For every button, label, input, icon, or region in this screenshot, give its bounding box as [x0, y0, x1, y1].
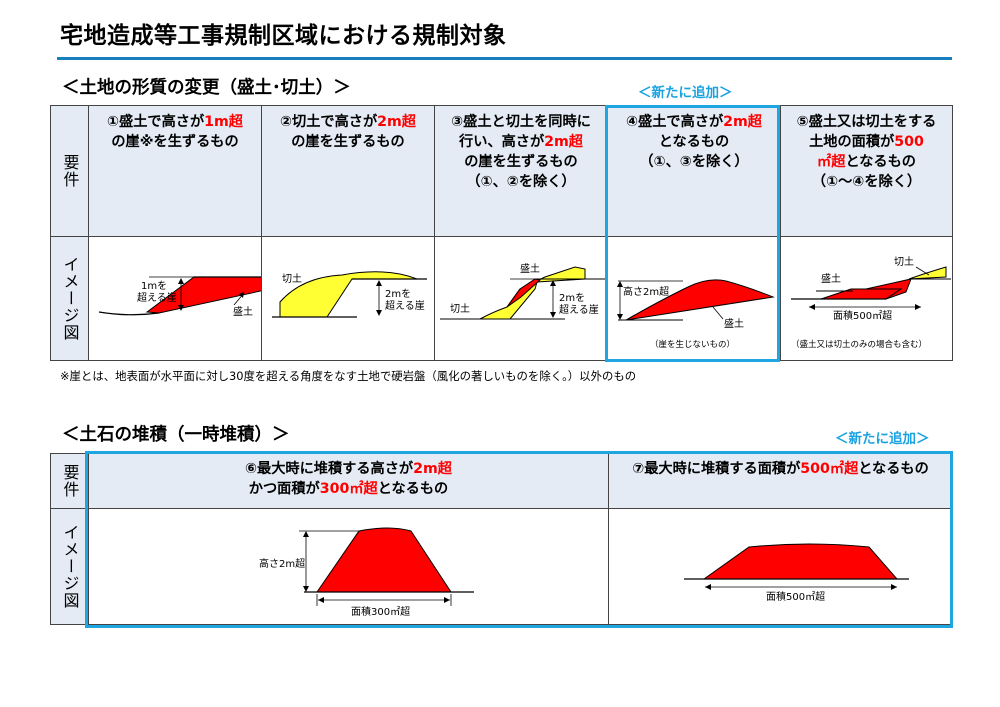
stockpile-area-diagram: 面積500㎡超 — [684, 543, 909, 603]
requirement-cell-6: ⑥最大時に堆積する高さが2m超 かつ面積が300㎡超となるもの — [88, 453, 609, 509]
requirement-cell-2: ②切土で高さが2m超 の崖を生ずるもの — [261, 105, 435, 237]
section1-new-tag: ＜新たに追加＞ — [638, 85, 733, 101]
footnote: ※崖とは、地表面が水平面に対し30度を超える角度をなす土地で硬岩盤（風化の著しい… — [60, 369, 637, 383]
requirement-cell-5: ⑤盛土又は切土をする 土地の面積が500 ㎡超となるもの （①～④を除く） — [780, 105, 953, 237]
height-label-2: 超える崖 — [559, 303, 599, 316]
page-title: 宅地造成等工事規制区域における規制対象 — [60, 23, 507, 49]
section2-heading: ＜土石の堆積（一時堆積）＞ — [62, 425, 290, 445]
height-label-2: 超える崖 — [137, 291, 177, 304]
fill-label: 盛土 — [821, 272, 841, 285]
area-label: 面積500㎡超 — [833, 309, 892, 322]
no-cliff-caption: （崖を生じないもの） — [650, 339, 735, 350]
area-diagram: 切土 盛土 面積500㎡超 （盛土又は切土のみの場合も含む） — [791, 255, 951, 350]
title-rule — [57, 57, 952, 60]
fill-label: 盛土 — [724, 317, 744, 330]
section1-table: 要件 ①盛土で高さが1m超 の崖※を生ずるもの ②切土で高さが2m超 の崖を生ず… — [50, 105, 953, 361]
requirement-cell-3: ③盛土と切土を同時に 行い、高さが2m超 の崖を生ずるもの （①、②を除く） — [434, 105, 608, 237]
section2-new-tag: ＜新たに追加＞ — [835, 431, 930, 447]
cut-label: 切土 — [282, 272, 302, 285]
fill-no-cliff-diagram: 高さ2m超 盛土 （崖を生じないもの） — [617, 279, 775, 350]
diagram-cell-7: 面積500㎡超 — [608, 508, 953, 625]
fill-label: 盛土 — [233, 305, 253, 318]
diagram-cell-1: 1mを 超える崖 盛土 — [88, 236, 262, 361]
height-label: 2mを — [385, 288, 411, 300]
requirement-cell-4: ④盛土で高さが2m超 となるもの （①、③を除く） — [607, 105, 781, 237]
diagram-cell-2: 切土 2mを 超える崖 — [261, 236, 435, 361]
diagram-cell-5: 切土 盛土 面積500㎡超 （盛土又は切土のみの場合も含む） — [780, 236, 953, 361]
row-label-image-2: イメージ図 — [50, 508, 89, 625]
fill-cliff-diagram: 1mを 超える崖 盛土 — [98, 276, 261, 318]
diagram-cell-6: 高さ2m超 面積300㎡超 — [88, 508, 609, 625]
requirement-cell-7: ⑦最大時に堆積する面積が500㎡超となるもの — [608, 453, 953, 509]
height-label: 高さ2m超 — [623, 285, 669, 298]
row-label-requirements: 要件 — [50, 105, 89, 237]
area-caption: （盛土又は切土のみの場合も含む） — [791, 339, 927, 350]
diagram-cell-4: 高さ2m超 盛土 （崖を生じないもの） — [607, 236, 781, 361]
diagram-cell-3: 盛土 切土 2mを 超える崖 — [434, 236, 608, 361]
height-label-2: 超える崖 — [385, 299, 425, 312]
section1-heading: ＜土地の形質の変更（盛土･切土）＞ — [62, 78, 351, 98]
section2-table: 要件 ⑥最大時に堆積する高さが2m超 かつ面積が300㎡超となるもの ⑦最大時に… — [50, 453, 953, 625]
row-label-requirements-2: 要件 — [50, 453, 89, 509]
cut-label: 切土 — [894, 255, 914, 268]
area-label: 面積500㎡超 — [766, 590, 825, 603]
cut-label: 切土 — [450, 302, 470, 315]
cut-cliff-diagram: 切土 2mを 超える崖 — [272, 271, 427, 318]
height-label: 2mを — [559, 292, 585, 304]
fill-label: 盛土 — [520, 262, 540, 275]
height-label: 1mを — [141, 280, 167, 292]
stockpile-height-diagram: 高さ2m超 面積300㎡超 — [259, 527, 474, 618]
height-label: 高さ2m超 — [259, 557, 305, 570]
requirement-cell-1: ①盛土で高さが1m超 の崖※を生ずるもの — [88, 105, 262, 237]
row-label-image: イメージ図 — [50, 236, 89, 361]
area-label: 面積300㎡超 — [351, 605, 410, 618]
fill-and-cut-diagram: 盛土 切土 2mを 超える崖 — [440, 262, 605, 320]
